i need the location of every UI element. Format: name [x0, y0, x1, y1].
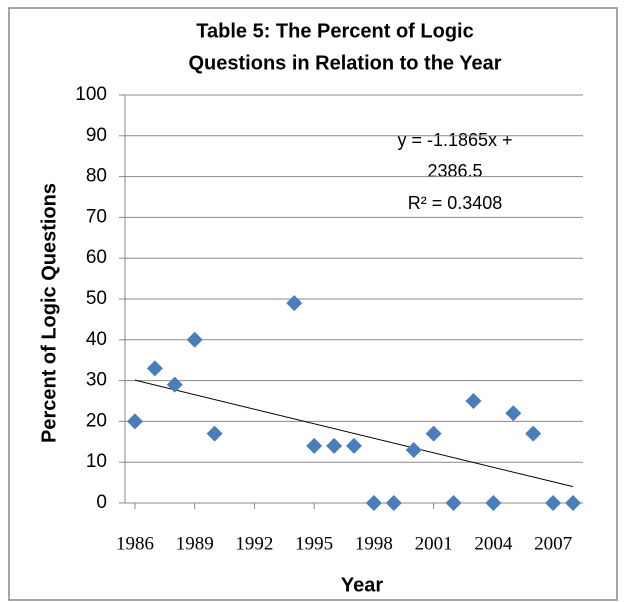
y-tick-label: 40 [86, 329, 107, 350]
trendline [134, 379, 574, 488]
chart-title: Table 5: The Percent of Logic [196, 20, 473, 42]
x-tick-label: 1986 [116, 533, 154, 554]
y-tick-label: 80 [86, 166, 107, 187]
y-tick-label: 70 [86, 206, 107, 227]
x-tick-label: 2004 [474, 533, 513, 554]
point [425, 425, 442, 442]
y-tick-label: 30 [86, 370, 107, 391]
trendline-r2: R² = 0.3408 [408, 193, 503, 213]
point [525, 425, 542, 442]
point [186, 331, 203, 348]
y-tick-label: 90 [86, 125, 107, 146]
point [206, 425, 223, 442]
point [346, 437, 362, 454]
x-tick-label: 2001 [415, 533, 453, 554]
point [126, 413, 143, 430]
x-tick-label: 2007 [534, 533, 572, 554]
point [146, 360, 163, 377]
y-axis-title: Percent of Logic Questions [38, 183, 60, 443]
point [405, 441, 422, 458]
point [485, 495, 502, 511]
trendline-equation: y = -1.1865x + [397, 130, 512, 150]
point [286, 295, 303, 312]
point [445, 495, 462, 511]
point [565, 495, 582, 511]
point [385, 495, 402, 511]
x-tick-label: 1995 [295, 533, 333, 554]
trendline-equation: 2386.5 [427, 161, 482, 181]
chart-frame [8, 7, 618, 601]
x-axis-title: Year [341, 574, 383, 596]
chart-title: Questions in Relation to the Year [188, 52, 501, 74]
x-tick-label: 1998 [355, 533, 393, 554]
y-tick-label: 50 [86, 288, 107, 309]
y-tick-label: 0 [96, 492, 107, 513]
x-tick-label: 1992 [235, 533, 273, 554]
x-tick-label: 1989 [176, 533, 214, 554]
y-tick-label: 100 [75, 84, 107, 105]
y-tick-label: 10 [86, 451, 107, 472]
y-tick-label: 20 [86, 410, 107, 431]
point [545, 495, 562, 511]
point [166, 376, 183, 393]
point [365, 495, 382, 511]
point [505, 405, 522, 422]
point [465, 393, 482, 409]
y-tick-label: 60 [86, 247, 107, 268]
point [326, 437, 343, 454]
point [306, 437, 323, 454]
